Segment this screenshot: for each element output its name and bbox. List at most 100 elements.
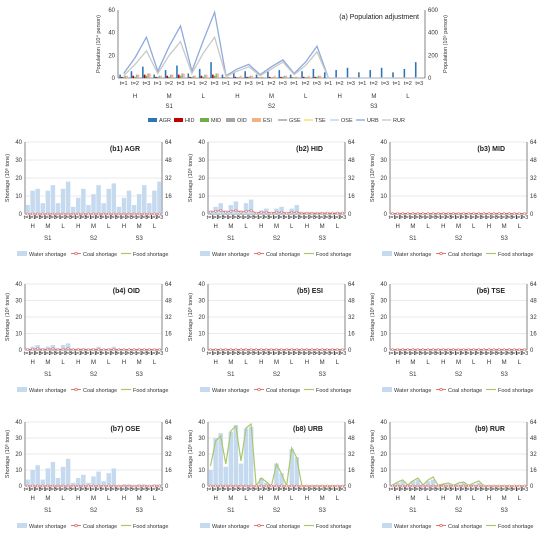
ytick-right: 16 [165, 332, 172, 338]
coal-shortage-marker [117, 348, 121, 351]
xtick: t=2 [288, 215, 296, 221]
panel-ylabel: Shortage (10⁶ tone) [187, 430, 194, 478]
xtick: t=2 [29, 487, 37, 493]
xtick: t=1 [268, 215, 276, 221]
legend-water-label: Water shortage [29, 524, 66, 530]
panel-ylabel: Shortage (10⁶ tone) [369, 293, 376, 341]
panel-a-bar-esi [205, 74, 208, 78]
legend-label-mid: MID [211, 118, 221, 124]
water-shortage-bar [45, 190, 51, 214]
subgroup-label: H [259, 360, 263, 366]
xtick: t=2 [273, 487, 281, 493]
water-shortage-bar [96, 185, 101, 214]
water-shortage-bar [279, 473, 284, 486]
xtick: t=1 [39, 351, 47, 357]
ytick-right: 48 [530, 299, 537, 305]
xtick: t=3 [308, 351, 316, 357]
group-label: S2 [90, 236, 98, 242]
group-label: S1 [409, 236, 417, 242]
xtick: t=3 [399, 215, 407, 221]
xtick: t=2 [394, 351, 402, 357]
ytick-left: 0 [384, 484, 388, 490]
water-shortage-bar [25, 205, 30, 214]
xtick: t=1 [510, 487, 518, 493]
coal-shortage-marker [472, 484, 476, 488]
coal-shortage-marker [82, 348, 85, 351]
water-shortage-bar [248, 199, 254, 214]
ytick-left: 10 [15, 468, 22, 474]
legend-coal-label: Coal shortage [83, 524, 117, 530]
coal-shortage-marker [51, 212, 55, 216]
legend-water-swatch [200, 251, 210, 256]
panel-a-bar-mid [179, 75, 182, 78]
panel-a-bar-agr [403, 68, 406, 78]
coal-shortage-marker [244, 348, 248, 351]
panel-a-bar-oid [192, 75, 195, 78]
subgroup-label: L [472, 224, 476, 230]
xtick: t=2 [257, 215, 265, 221]
xtick: t=3 [262, 351, 270, 357]
xtick: t=1 [54, 487, 62, 493]
water-shortage-bar [55, 478, 61, 486]
panel-a-bar-mid [247, 76, 250, 78]
legend-water-label: Water shortage [394, 524, 431, 530]
panel-a-xtick: t=1 [120, 81, 128, 87]
coal-shortage-marker [518, 348, 521, 351]
subgroup-label: H [30, 360, 34, 366]
xtick: t=3 [521, 487, 529, 493]
coal-shortage-marker [290, 348, 294, 351]
panel-a-bar-oid [238, 76, 240, 78]
subgroup-label: M [91, 496, 96, 502]
xtick: t=3 [429, 487, 437, 493]
coal-shortage-marker [137, 484, 141, 488]
ytick-left: 10 [15, 332, 22, 338]
panel-ylabel: Shortage (10⁶ tone) [4, 430, 11, 478]
coal-shortage-marker [467, 212, 470, 215]
panel-a-bar-agr [335, 70, 337, 78]
subgroup-label: L [244, 496, 248, 502]
water-shortage-bar [60, 188, 66, 214]
panel-a-bar-hid [189, 76, 191, 78]
xtick: t=3 [444, 487, 452, 493]
xtick: t=1 [313, 351, 321, 357]
coal-shortage-marker [507, 348, 511, 351]
panel-a-ytick-left: 0 [112, 76, 116, 82]
xtick: t=2 [227, 215, 235, 221]
water-shortage-bar [60, 345, 66, 350]
coal-shortage-marker [487, 348, 491, 351]
subgroup-label: L [290, 360, 294, 366]
coal-shortage-marker [406, 484, 410, 488]
subgroup-label: M [320, 360, 325, 366]
coal-shortage-marker [158, 348, 161, 351]
coal-shortage-marker [523, 212, 526, 215]
subgroup-label: M [410, 224, 415, 230]
ytick-right: 48 [530, 436, 537, 442]
water-shortage-bar [111, 468, 117, 486]
coal-shortage-marker [336, 484, 339, 488]
group-label: S3 [500, 236, 508, 242]
xtick: t=3 [95, 487, 103, 493]
water-shortage-bar [223, 466, 228, 486]
water-shortage-bar [410, 481, 416, 486]
panel-a-xtick: t=1 [222, 81, 230, 87]
subgroup-label: M [91, 360, 96, 366]
legend-swatch-hid [174, 118, 183, 122]
coal-shortage-marker [436, 348, 440, 351]
xtick: t=1 [480, 351, 488, 357]
coal-shortage-marker [87, 212, 90, 216]
subgroup-label: M [228, 496, 233, 502]
coal-shortage-marker [234, 209, 238, 212]
panel-title: (b9) RUR [475, 426, 505, 433]
ytick-left: 0 [202, 348, 206, 354]
panel-a-bar-hid [314, 76, 316, 78]
xtick: t=2 [105, 215, 113, 221]
coal-shortage-marker [244, 209, 248, 213]
water-shortage-bar [294, 205, 300, 214]
coal-shortage-marker [270, 484, 273, 488]
water-shortage-bar [461, 482, 466, 486]
coal-shortage-marker [56, 212, 60, 216]
panel-a-xtick: t=3 [415, 81, 423, 87]
xtick: t=3 [323, 215, 331, 221]
xtick: t=2 [150, 351, 158, 357]
ytick-left: 40 [15, 140, 22, 146]
